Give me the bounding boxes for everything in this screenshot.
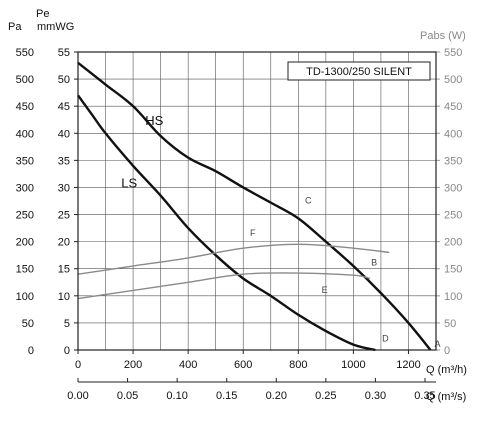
x2-axis-label: Q (m³/s): [426, 391, 466, 403]
y2-tick-label: 0: [444, 345, 450, 357]
y-tick-label-pa: 200: [16, 237, 34, 249]
x2-tick-label: 0.35: [414, 390, 435, 402]
y-tick-label-mmwg: 0: [64, 345, 70, 357]
power-curve-line: [77, 272, 371, 300]
y-tick-label-pa: 100: [16, 291, 34, 303]
right-axis-label: Pabs (W): [420, 30, 466, 42]
y2-tick-label: 550: [444, 47, 462, 59]
y-tick-label-pa: 450: [16, 101, 34, 113]
series-label-hs: HS: [145, 113, 163, 128]
point-label-f: F: [250, 228, 256, 238]
series-line-hs: [77, 61, 432, 351]
y-tick-label-pa: 350: [16, 155, 34, 167]
y-tick-label-mmwg: 25: [58, 210, 70, 222]
y-tick-label-mmwg: 10: [58, 291, 70, 303]
y2-tick-label: 200: [444, 237, 462, 249]
x2-tick-label: 0.15: [216, 390, 237, 402]
y-tick-label-pa: 250: [16, 210, 34, 222]
y-tick-label-pa: 550: [16, 47, 34, 59]
y-tick-label-pa: 50: [22, 318, 34, 330]
y2-tick-label: 350: [444, 155, 462, 167]
y-tick-label-pa: 400: [16, 128, 34, 140]
y-tick-label-mmwg: 20: [58, 237, 70, 249]
annotations: HS LS A B C D E F: [121, 113, 440, 349]
y2-tick-label: 300: [444, 182, 462, 194]
y2-tick-label: 50: [444, 318, 456, 330]
point-label-a: A: [434, 339, 440, 349]
chart-title-box: [287, 61, 431, 81]
x-tick-label: 400: [179, 359, 197, 371]
point-label-e: E: [322, 285, 328, 295]
y-tick-label-mmwg: 30: [58, 182, 70, 194]
x-axis-label: Q (m³/h): [426, 364, 467, 376]
y-axis-label-pa: Pa: [8, 21, 22, 33]
y2-tick-label: 400: [444, 128, 462, 140]
series-lines: [77, 61, 432, 352]
series-line-ls: [77, 94, 376, 352]
y-tick-label-pa: 500: [16, 74, 34, 86]
y-tick-label-pa: 300: [16, 182, 34, 194]
power-curve-line: [77, 243, 390, 275]
y-tick-label-mmwg: 55: [58, 47, 70, 59]
y-tick-label-mmwg: 35: [58, 155, 70, 167]
point-label-b: B: [371, 258, 377, 268]
y-tick-label-pa: 0: [28, 345, 34, 357]
y2-tick-label: 500: [444, 74, 462, 86]
x-tick-label: 0: [75, 359, 81, 371]
x2-tick-label: 0.10: [166, 390, 187, 402]
series-label-ls: LS: [121, 175, 137, 190]
x-tick-label: 600: [234, 359, 252, 371]
y-tick-label-mmwg: 15: [58, 264, 70, 276]
y-axis-unit-pe: Pe: [36, 8, 49, 20]
x2-tick-label: 0.05: [117, 390, 138, 402]
y2-tick-label: 150: [444, 264, 462, 276]
x2-tick-label: 0.00: [67, 390, 88, 402]
x-tick-label: 1000: [341, 359, 365, 371]
point-label-c: C: [305, 195, 312, 205]
y-tick-label-pa: 150: [16, 264, 34, 276]
x-tick-label: 1200: [396, 359, 420, 371]
x2-tick-label: 0.20: [266, 390, 287, 402]
plot-frame: [77, 51, 437, 351]
y2-tick-label: 450: [444, 101, 462, 113]
y-axis-label-mmwg: mmWG: [37, 21, 74, 33]
x-tick-label: 200: [124, 359, 142, 371]
y-tick-label-mmwg: 50: [58, 74, 70, 86]
x-tick-label: 800: [289, 359, 307, 371]
y-tick-label-mmwg: 5: [64, 318, 70, 330]
y-tick-label-mmwg: 45: [58, 101, 70, 113]
x2-tick-label: 0.30: [365, 390, 386, 402]
x2-tick-label: 0.25: [315, 390, 336, 402]
y2-tick-label: 100: [444, 291, 462, 303]
gridlines: [74, 51, 440, 383]
y-tick-label-mmwg: 40: [58, 128, 70, 140]
y2-tick-label: 250: [444, 210, 462, 222]
point-label-d: D: [382, 334, 389, 344]
chart-title: TD-1300/250 SILENT: [306, 66, 412, 78]
